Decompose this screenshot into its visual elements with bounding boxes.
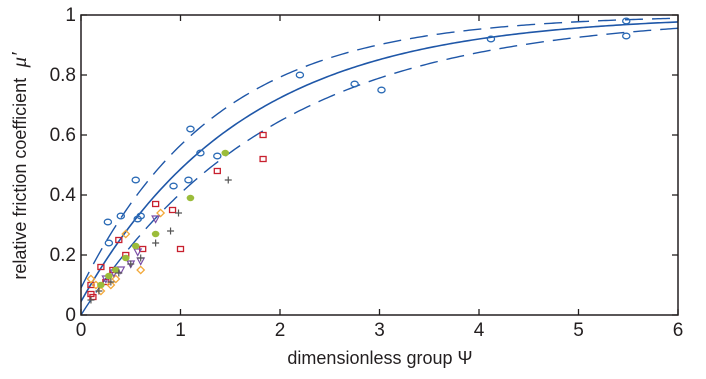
data-point-circle — [184, 176, 193, 184]
data-point-dot — [97, 281, 105, 289]
y-tick-label: 0.2 — [50, 245, 76, 266]
data-point-circle — [103, 218, 113, 226]
plot-area — [81, 17, 678, 315]
y-tick-label: 0 — [65, 305, 76, 326]
fit-curve-center — [81, 21, 678, 302]
x-tick-label: 2 — [275, 320, 286, 341]
x-tick-label: 0 — [76, 320, 87, 341]
data-point-circle — [131, 176, 140, 184]
data-point-triangle — [133, 248, 143, 257]
data-point-square — [259, 155, 267, 163]
data-point-circle — [186, 125, 195, 133]
data-point-triangle — [151, 215, 161, 224]
data-point-diamond — [106, 280, 116, 290]
data-point-plus — [152, 239, 160, 247]
data-point-diamond — [86, 274, 96, 284]
data-point-circle — [295, 71, 305, 79]
y-axis-label-group: relative friction coefficient μ′ — [7, 52, 31, 280]
data-point-plus — [137, 254, 145, 262]
y-axis-label: relative friction coefficient — [10, 78, 30, 280]
x-tick-label: 5 — [573, 320, 584, 341]
data-point-diamond — [111, 274, 121, 284]
data-point-plus — [95, 287, 103, 295]
data-point-dot — [186, 194, 195, 202]
data-point-square — [176, 245, 185, 253]
data-point-square — [115, 236, 123, 244]
data-point-circle — [486, 35, 496, 43]
data-point-diamond — [156, 208, 166, 218]
y-axis-symbol: μ′ — [7, 52, 31, 69]
data-point-square — [168, 206, 177, 214]
data-point-circle — [104, 239, 114, 247]
fit-curve-upper-bound — [81, 17, 678, 289]
data-point-plus — [175, 209, 183, 217]
data-point-dot — [221, 149, 230, 157]
data-point-circle — [196, 149, 205, 157]
data-point-circle — [377, 86, 386, 94]
data-point-square — [213, 167, 221, 175]
data-point-circle — [350, 80, 359, 88]
data-point-plus — [115, 269, 123, 277]
axes: 0 1 2 3 4 5 6 0 0.2 0.4 0.6 0.8 1 — [50, 5, 684, 341]
data-point-plus — [127, 260, 135, 268]
data-point-circle — [213, 152, 222, 160]
data-point-dot — [105, 272, 113, 280]
data-point-dot — [151, 230, 160, 238]
data-point-circle — [116, 212, 126, 220]
x-tick-label: 1 — [175, 320, 186, 341]
x-tick-label: 4 — [474, 320, 485, 341]
data-point-circle — [136, 212, 145, 220]
data-point-square — [259, 131, 267, 139]
data-point-diamond — [136, 265, 146, 275]
data-point-plus — [224, 176, 232, 184]
data-point-plus — [167, 227, 175, 235]
x-tick-label: 6 — [673, 320, 684, 341]
data-point-dot — [112, 266, 120, 274]
data-point-plus — [87, 296, 95, 304]
data-point-dot — [131, 242, 140, 250]
data-point-diamond — [121, 229, 131, 239]
y-tick-label: 0.4 — [50, 185, 77, 206]
y-tick-label: 1 — [65, 5, 76, 26]
x-axis-label: dimensionless group Ψ — [287, 348, 472, 368]
data-point-square — [97, 263, 105, 271]
data-point-circle — [622, 17, 631, 25]
fit-curve-lower-bound — [81, 27, 678, 315]
data-point-dot — [121, 254, 130, 262]
data-point-square — [151, 200, 160, 208]
y-tick-label: 0.6 — [50, 125, 76, 146]
svg-text:relative friction coefficient: relative friction coefficient μ′ — [7, 52, 31, 280]
x-tick-label: 3 — [374, 320, 385, 341]
data-point-circle — [622, 32, 631, 40]
y-tick-label: 0.8 — [50, 65, 76, 86]
data-point-plus — [107, 278, 115, 286]
data-point-circle — [169, 182, 178, 190]
